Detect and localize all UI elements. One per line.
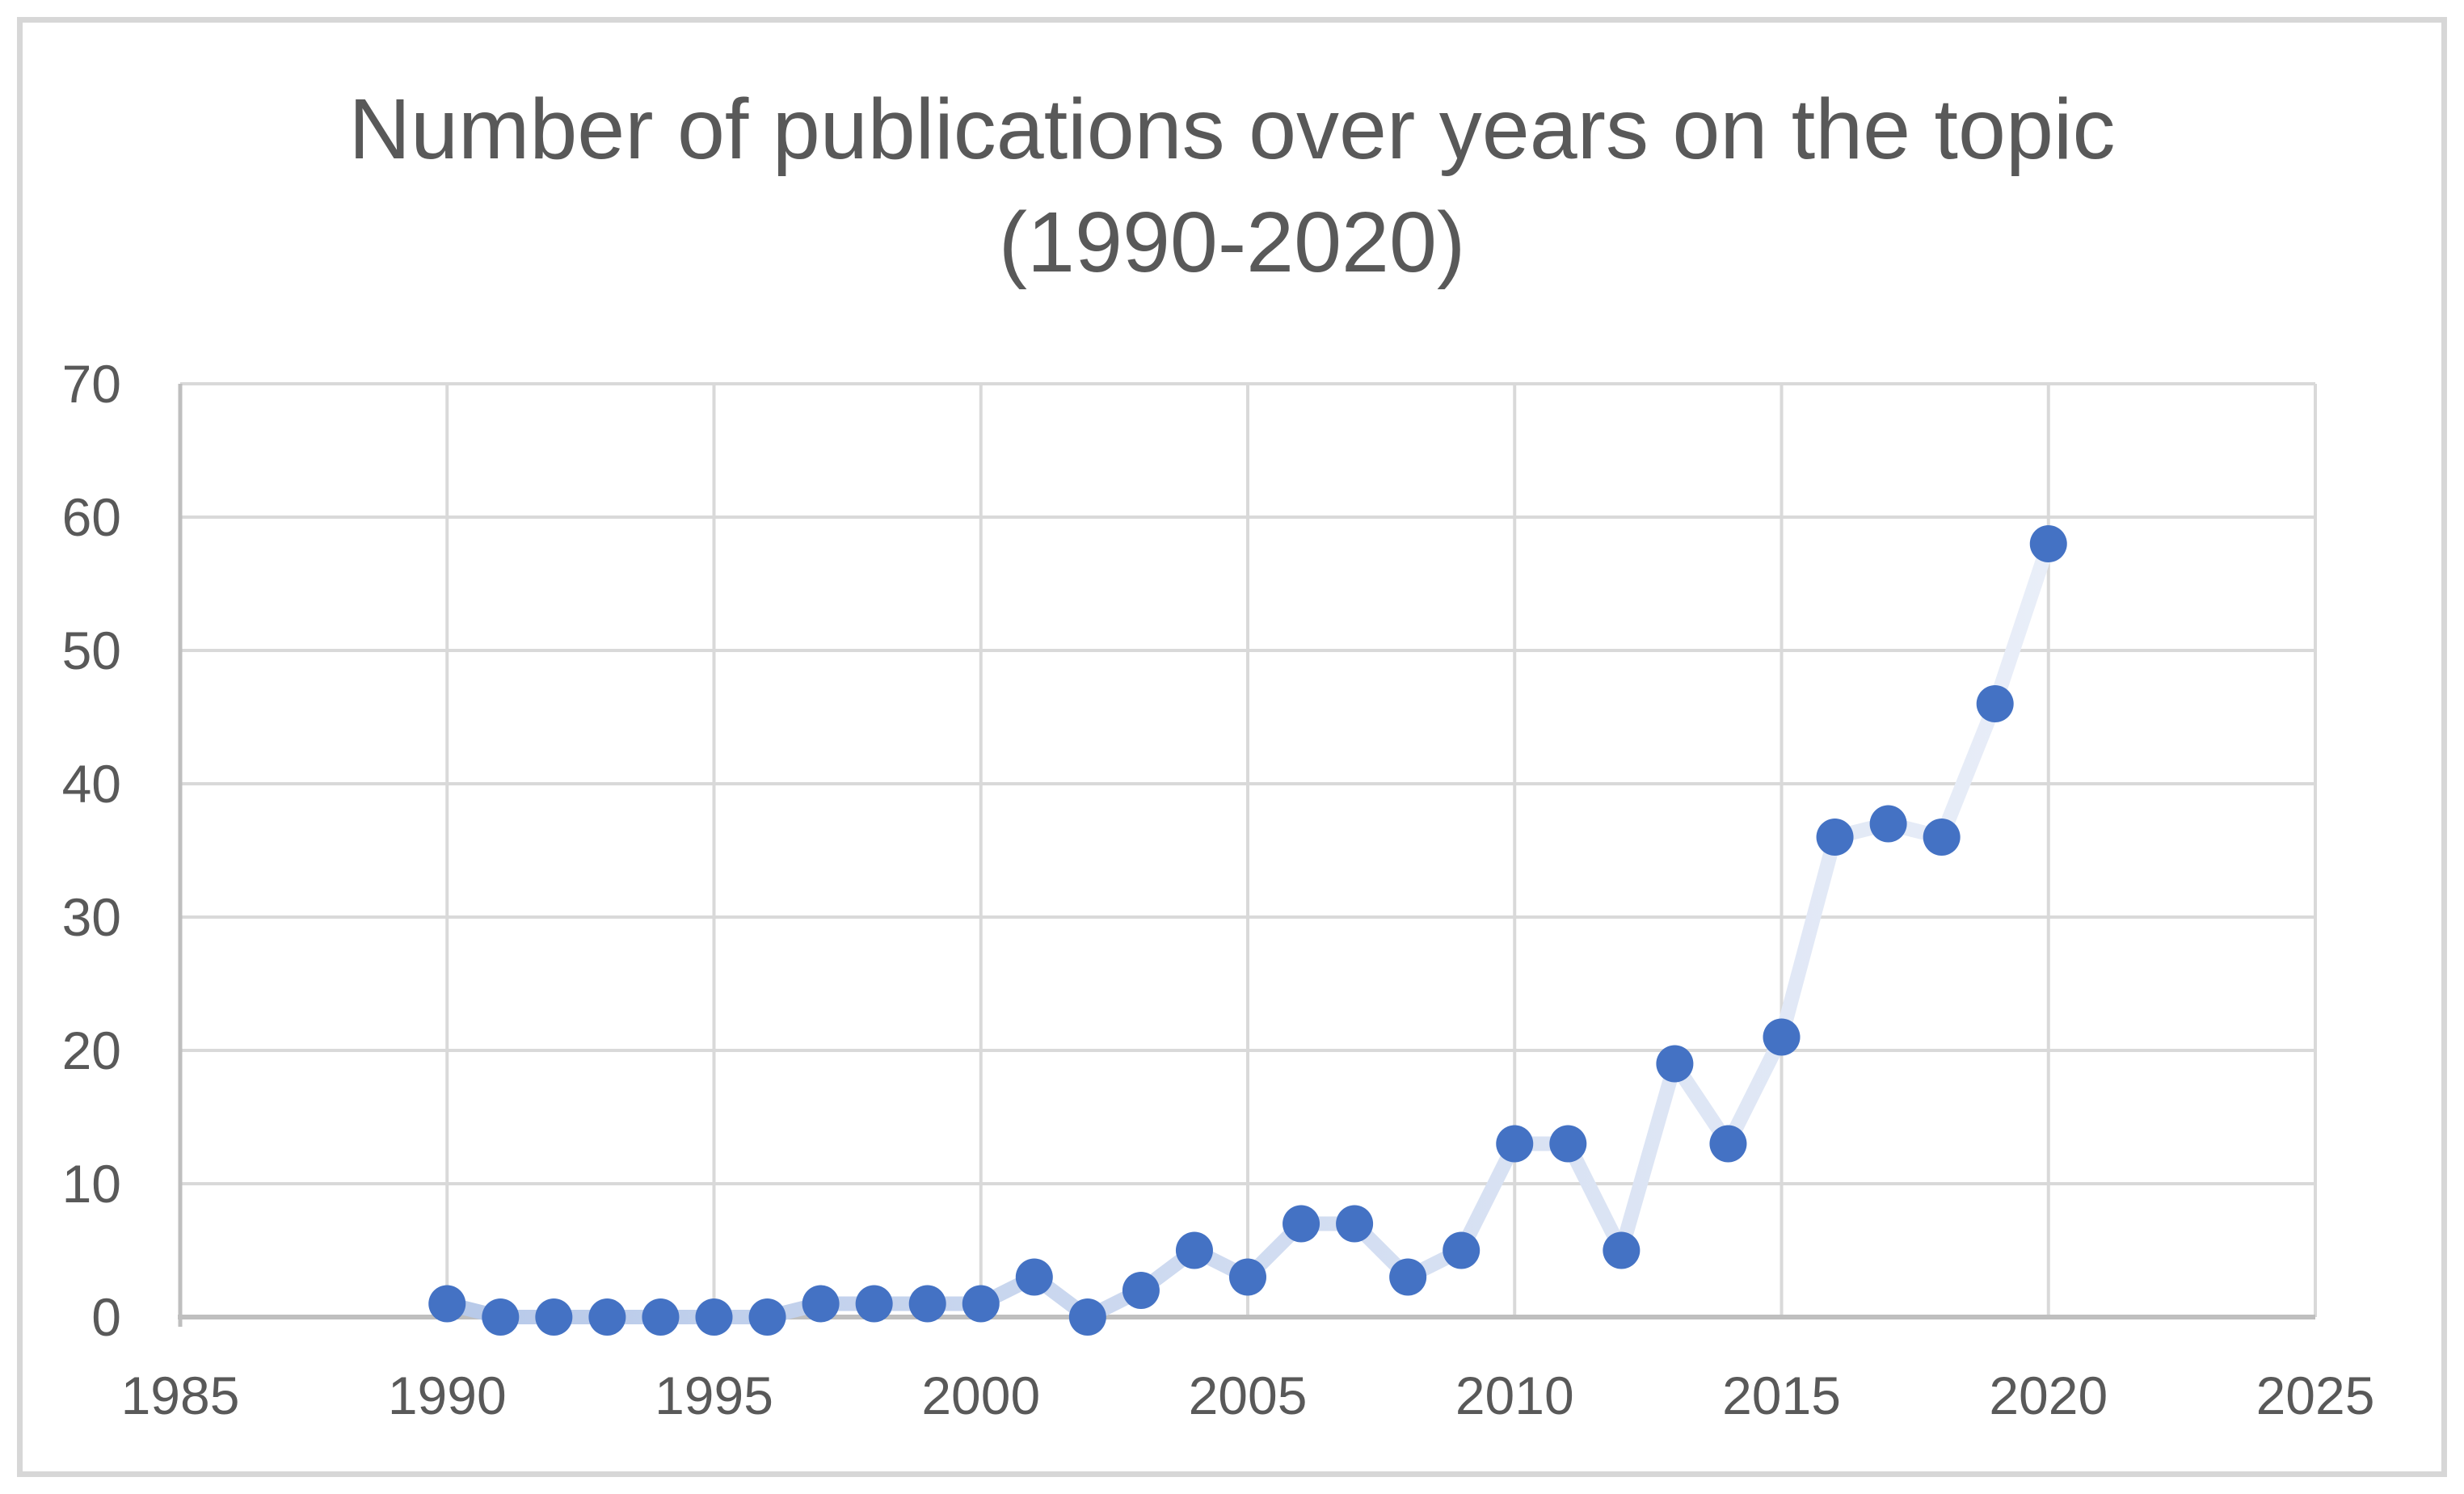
y-axis-labels: 0 10 20 30 40 50 60 70 <box>62 354 121 1347</box>
x-tick-label: 2000 <box>921 1366 1040 1425</box>
data-point-group <box>428 525 2067 1336</box>
data-point-marker <box>802 1285 840 1323</box>
data-point-marker <box>1015 1258 1053 1296</box>
data-point-marker <box>1603 1231 1641 1269</box>
data-point-marker <box>1229 1258 1266 1296</box>
data-point-marker <box>1869 805 1907 843</box>
x-tick-label: 2015 <box>1722 1366 1841 1425</box>
data-point-marker <box>1496 1125 1534 1163</box>
data-point-marker <box>2029 525 2067 562</box>
y-tick-label: 10 <box>62 1154 121 1214</box>
x-tick-label: 2010 <box>1455 1366 1574 1425</box>
y-tick-label: 70 <box>62 354 121 414</box>
y-tick-label: 20 <box>62 1021 121 1080</box>
data-point-marker <box>962 1285 1000 1323</box>
x-tick-label: 1990 <box>388 1366 507 1425</box>
data-point-marker <box>1763 1018 1801 1056</box>
y-tick-label: 50 <box>62 621 121 680</box>
data-point-marker <box>1976 685 2014 722</box>
data-point-marker <box>588 1298 626 1336</box>
x-tick-label: 2025 <box>2256 1366 2375 1425</box>
data-point-marker <box>1122 1272 1160 1309</box>
chart-title-line2: (1990-2020) <box>998 195 1466 290</box>
data-point-marker <box>535 1298 573 1336</box>
y-tick-label: 30 <box>62 887 121 947</box>
data-point-marker <box>695 1298 733 1336</box>
data-point-marker <box>748 1298 786 1336</box>
y-tick-label: 40 <box>62 754 121 814</box>
data-point-marker <box>1443 1231 1481 1269</box>
data-point-marker <box>1549 1125 1587 1163</box>
data-point-marker <box>1175 1231 1213 1269</box>
y-tick-label: 60 <box>62 487 121 547</box>
data-point-marker <box>1068 1298 1106 1336</box>
gridlines <box>180 382 2317 1317</box>
x-axis-labels: 1985 1990 1995 2000 2005 2010 2015 2020 2025 <box>121 1366 2375 1425</box>
data-point-marker <box>1656 1045 1694 1083</box>
data-point-marker <box>1389 1258 1427 1296</box>
chart-title: Number of publications over years on the… <box>0 73 2464 299</box>
x-tick-label: 2005 <box>1189 1366 1308 1425</box>
x-tick-label: 1995 <box>655 1366 773 1425</box>
x-tick-label: 1985 <box>121 1366 240 1425</box>
data-point-marker <box>642 1298 680 1336</box>
chart-title-line1: Number of publications over years on the… <box>348 82 2116 177</box>
data-point-marker <box>1923 819 1961 856</box>
data-point-marker <box>482 1298 520 1336</box>
x-tick-label: 2020 <box>1989 1366 2108 1425</box>
data-point-marker <box>1336 1205 1374 1243</box>
y-tick-label: 0 <box>91 1287 121 1347</box>
data-point-marker <box>428 1285 466 1323</box>
data-point-marker <box>1816 819 1854 856</box>
data-point-marker <box>1283 1205 1320 1243</box>
data-point-marker <box>1709 1125 1747 1163</box>
data-point-marker <box>908 1285 946 1323</box>
data-point-marker <box>855 1285 893 1323</box>
